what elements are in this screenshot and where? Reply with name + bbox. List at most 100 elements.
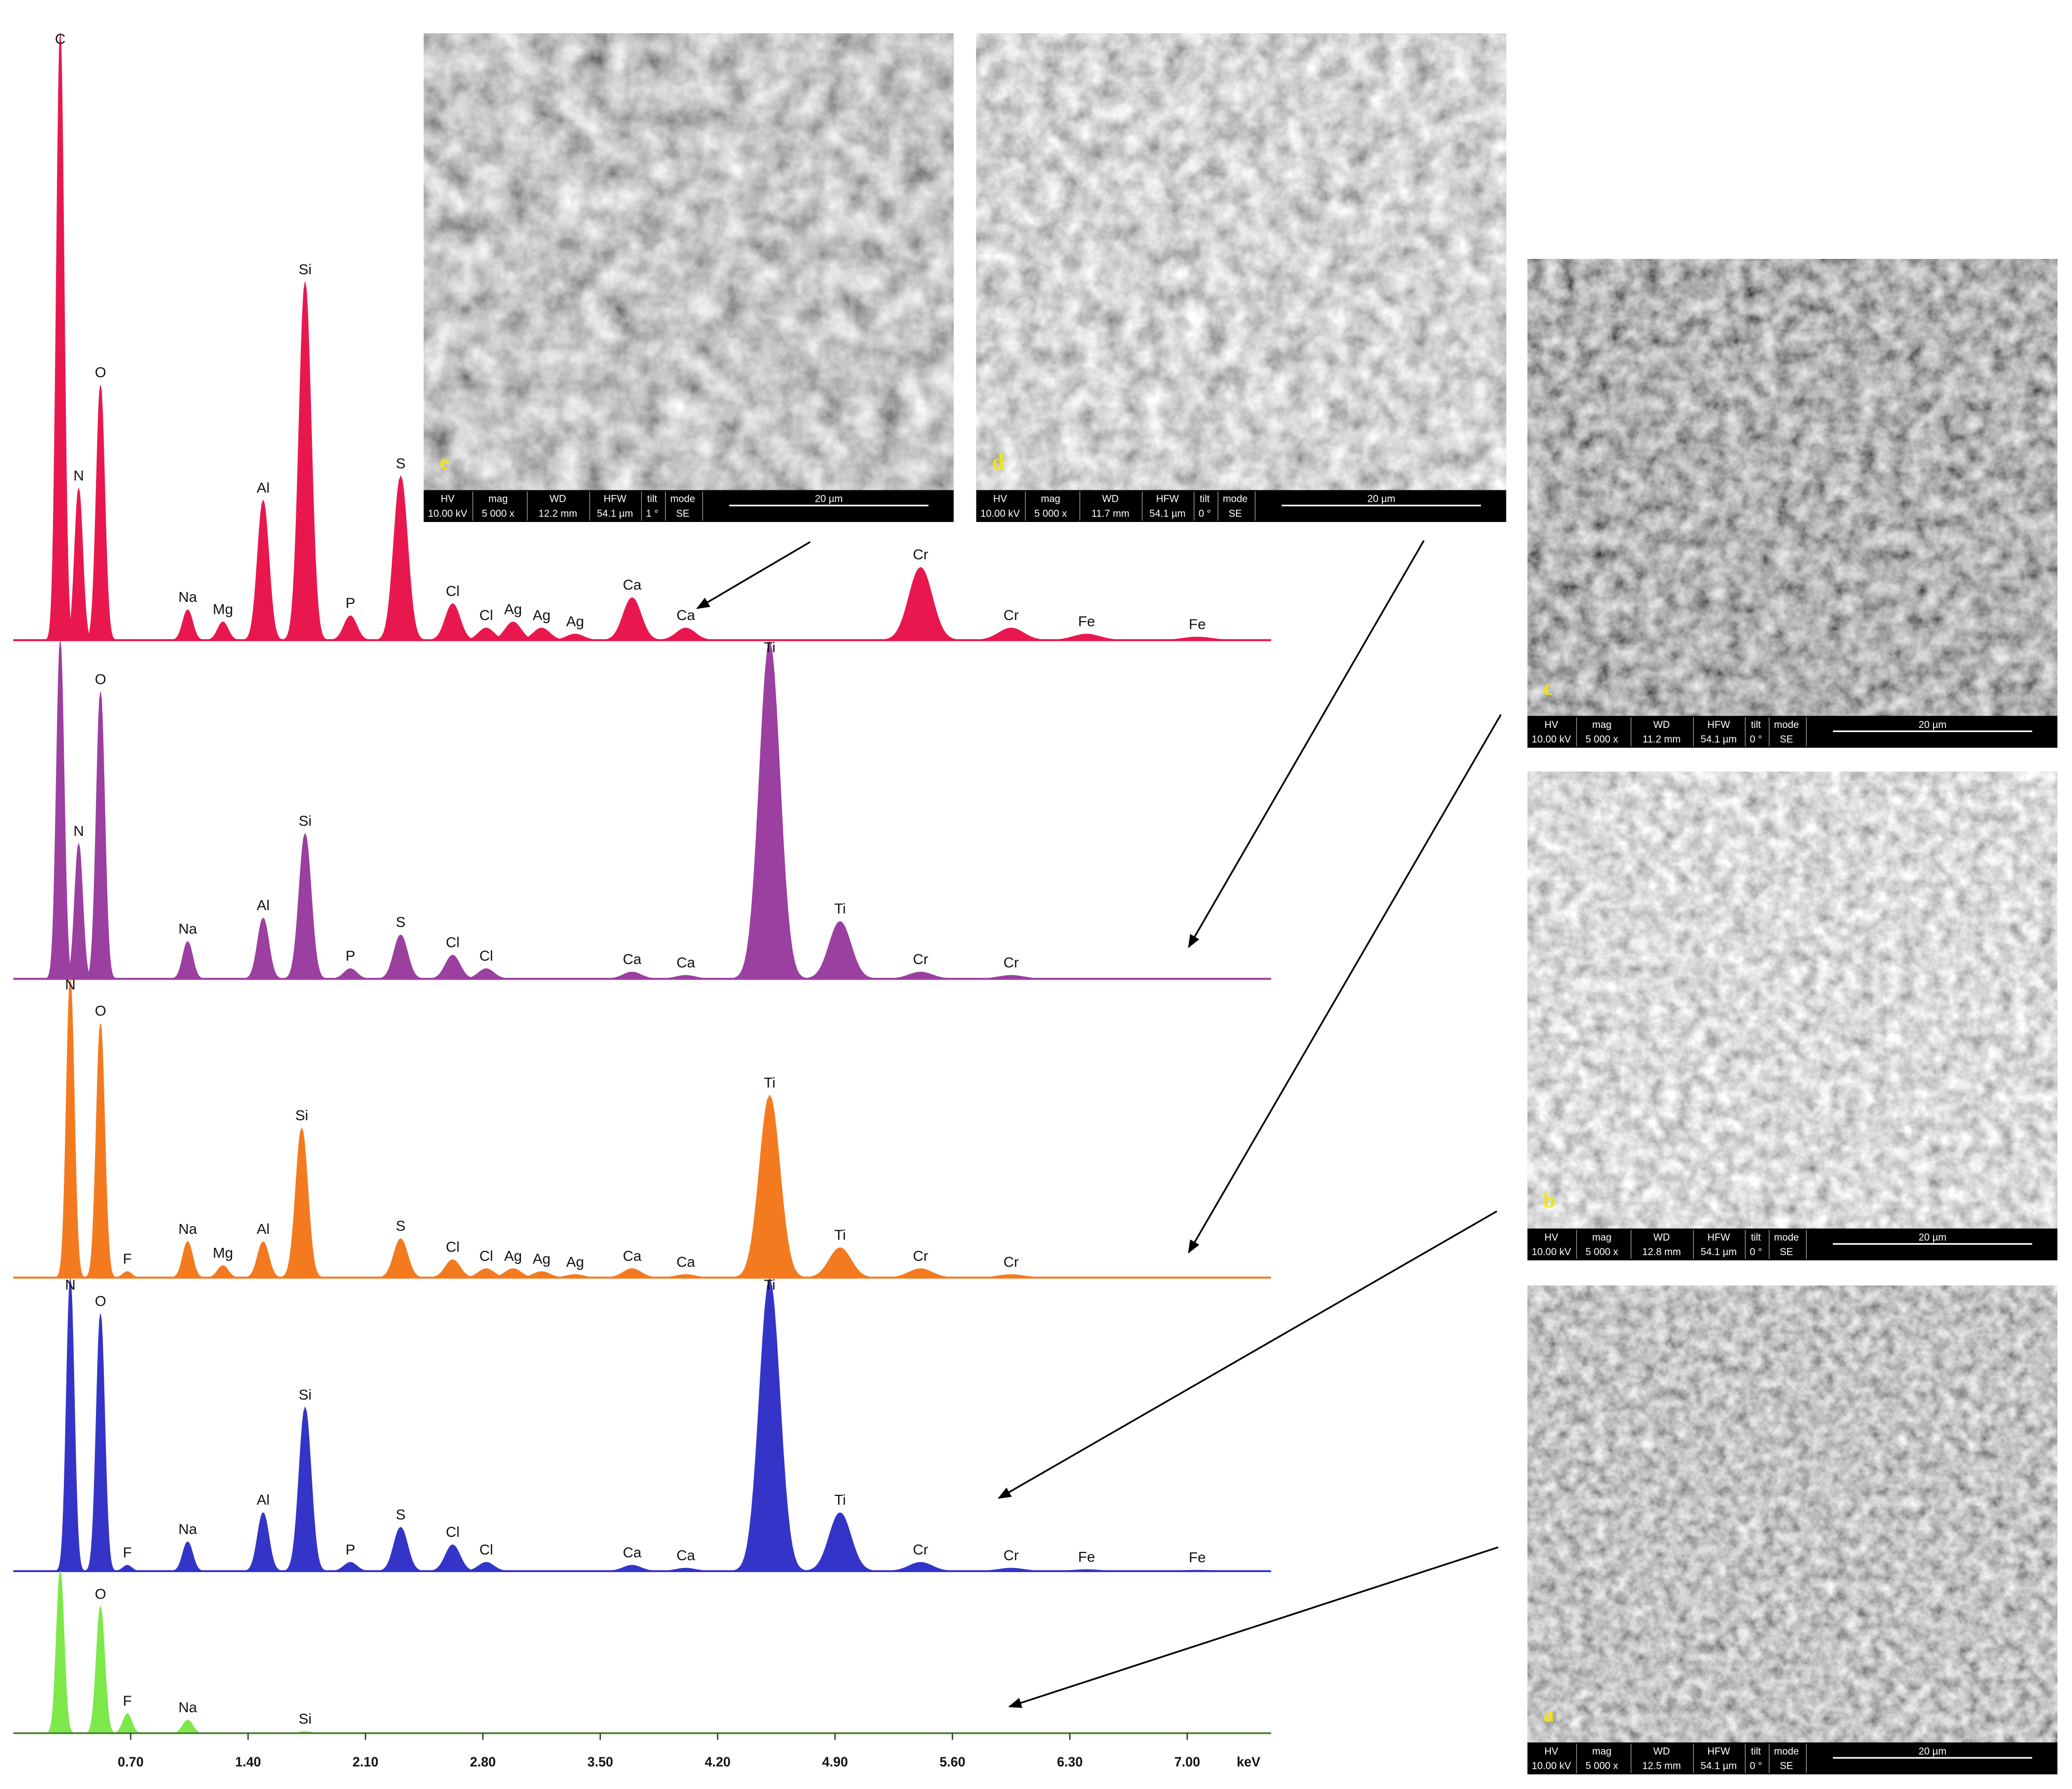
info-value: 11.2 mm: [1642, 734, 1680, 745]
peak-label: Cl: [479, 948, 493, 964]
peak: [596, 1268, 668, 1278]
scale-bar: [729, 504, 929, 506]
x-tick-label: 2.10: [352, 1755, 378, 1769]
info-header: HV: [1544, 720, 1558, 731]
arrow: [997, 1210, 1498, 1499]
peak-label: S: [396, 1506, 406, 1522]
peak-label: Ag: [504, 601, 522, 617]
peak: [277, 1127, 326, 1278]
peak-label: Fe: [1189, 616, 1206, 632]
peak-label: Al: [257, 1221, 270, 1237]
peak-label: Mg: [213, 1245, 233, 1261]
info-value: 0 °: [1750, 734, 1762, 745]
peak-label: Ca: [623, 577, 641, 593]
peak-label: Al: [257, 1492, 270, 1508]
micrograph: b HV 10.00 kV mag 5 000 x WD 12.8 mm HFW 54.1 µm…: [1527, 772, 2057, 1261]
peak-label: S: [396, 456, 406, 472]
peak-label: Cr: [1004, 607, 1019, 623]
panel-letter: c: [1543, 676, 1553, 699]
info-header: HV: [1544, 1746, 1558, 1757]
peak-label: F: [123, 1693, 132, 1709]
peak: [373, 934, 429, 980]
scale-label: 20 µm: [815, 494, 843, 505]
peak: [167, 1241, 208, 1278]
peak-label: Al: [257, 479, 270, 496]
spectrum: N O F Na Al Si P S Cl Cl Ca Ca Ti Ti Cr Cr Fe Fe: [13, 1276, 1271, 1573]
spectrum: O F Na Si 0.70 1.40 2.10 2.80 3.50 4.20 4.90 5.60 6.…: [13, 1571, 1271, 1769]
info-header: HFW: [1707, 1746, 1731, 1757]
panel-letter: e: [440, 450, 449, 474]
x-tick-label: 5.60: [940, 1755, 966, 1769]
info-value: 54.1 µm: [1700, 1247, 1737, 1258]
info-value: 1 °: [646, 508, 658, 519]
peak-label: Cr: [913, 1248, 928, 1264]
x-tick-label: 7.00: [1174, 1755, 1200, 1769]
peak: [324, 968, 376, 980]
peak-label: Cl: [479, 1542, 493, 1558]
peak-label: Cr: [1004, 955, 1019, 971]
peak-label: O: [95, 1003, 106, 1019]
peak: [423, 603, 483, 641]
peak: [202, 621, 244, 641]
peak-label: Ca: [677, 607, 695, 623]
scale-label: 20 µm: [1918, 720, 1946, 731]
peak: [796, 921, 884, 980]
peak-label: Cl: [446, 1524, 460, 1540]
scale-bar: [1833, 730, 2033, 732]
peak: [83, 692, 118, 980]
micrograph-image: [1527, 1285, 2057, 1743]
info-value: 12.2 mm: [539, 508, 578, 519]
peak-label: Ca: [677, 1547, 695, 1563]
peak: [373, 475, 429, 641]
peak-label: Ca: [623, 1545, 641, 1561]
info-value: 10.00 kV: [428, 508, 468, 519]
peak: [648, 627, 724, 641]
spectrum: N O Na Al Si P S Cl Cl Ca Ca Ti Ti Cr Cr: [13, 639, 1271, 980]
peak-label: P: [346, 1542, 355, 1558]
peak-label: Al: [257, 897, 270, 913]
peak-label: Cr: [913, 1542, 928, 1558]
info-header: HFW: [603, 494, 627, 505]
peak: [240, 1241, 286, 1278]
peak-label: Si: [298, 261, 311, 277]
info-header: WD: [1653, 1746, 1670, 1757]
peak-label: O: [95, 1293, 106, 1309]
peak: [167, 609, 208, 641]
info-value: 5 000 x: [1585, 734, 1618, 745]
peak-label: Fe: [1078, 1549, 1095, 1565]
peak-label: N: [65, 1276, 75, 1292]
peak-label: Ca: [623, 951, 641, 967]
peak-label: O: [95, 364, 106, 380]
peak-label: Cl: [446, 583, 460, 599]
x-axis-label: keV: [1237, 1755, 1260, 1769]
info-header: tilt: [1200, 494, 1210, 505]
peak-label: Fe: [1189, 1549, 1206, 1565]
peak: [281, 1406, 330, 1572]
info-header: mode: [1774, 720, 1799, 731]
info-header: WD: [1102, 494, 1119, 505]
peak-label: F: [123, 1251, 132, 1267]
spectrum: C N O Na Mg Al Si P S Cl Cl Ag Ag Ag Ca Ca Cr Cr Fe Fe: [13, 31, 1271, 641]
info-value: 5 000 x: [1034, 508, 1067, 519]
peak: [962, 627, 1061, 641]
info-header: mode: [1774, 1746, 1799, 1757]
peak: [874, 1562, 967, 1572]
peak-label: Ca: [623, 1248, 641, 1264]
micrograph: c HV 10.00 kV mag 5 000 x WD 11.2 mm HFW 54.1 µm…: [1527, 259, 2057, 748]
info-value: 5 000 x: [1585, 1247, 1618, 1258]
micrograph-image: [423, 33, 954, 490]
peak-label: N: [73, 467, 84, 484]
peak-label: S: [396, 914, 406, 930]
peak-label: Na: [179, 1699, 197, 1715]
peak: [874, 971, 967, 980]
peak: [240, 499, 286, 641]
peak-label: N: [73, 823, 84, 839]
info-value: 12.8 mm: [1642, 1247, 1681, 1258]
micrograph-image: [1527, 259, 2057, 716]
peak-label: Si: [298, 1711, 311, 1727]
info-header: WD: [1653, 720, 1670, 731]
info-value: 11.7 mm: [1091, 508, 1129, 519]
peak-label: Ti: [834, 901, 846, 917]
info-value: 10.00 kV: [981, 508, 1020, 519]
panel-letter: b: [1543, 1189, 1555, 1212]
